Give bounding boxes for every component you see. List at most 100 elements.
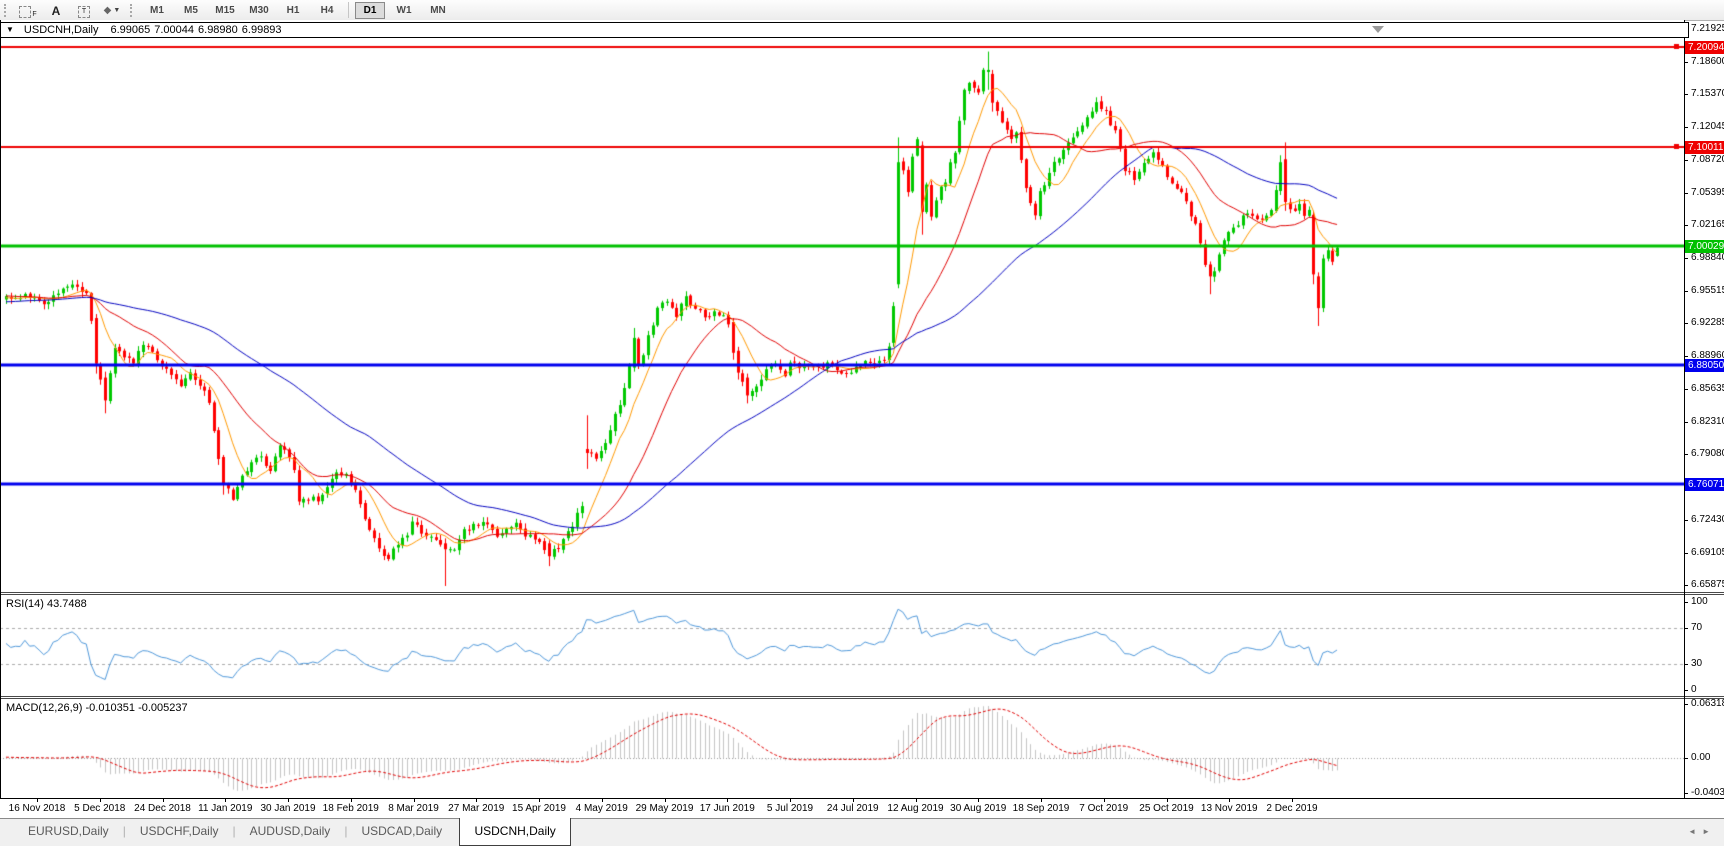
price-tick-label: 6.72430 <box>1691 514 1724 526</box>
date-label: 27 Mar 2019 <box>448 803 505 814</box>
date-label: 16 Nov 2018 <box>8 803 66 814</box>
chevron-down-icon: ▼ <box>113 6 121 14</box>
price-chart-canvas[interactable] <box>0 20 1684 592</box>
text-label-tool-button[interactable]: T <box>72 2 96 18</box>
date-tick-mark <box>1229 799 1231 802</box>
date-label: 13 Nov 2019 <box>1200 803 1258 814</box>
date-label: 12 Aug 2019 <box>887 803 944 814</box>
price-tick-mark <box>1684 94 1688 96</box>
date-axis[interactable]: 16 Nov 2018 5 Dec 2018 24 Dec 2018 11 Jan 2… <box>0 799 1724 818</box>
hline-price-badge[interactable]: 7.00029 <box>1685 240 1724 254</box>
price-tick-mark <box>1684 127 1688 129</box>
timeframe-button-m30[interactable]: M30 <box>249 4 269 16</box>
chart-shift-marker-icon[interactable] <box>1372 26 1384 33</box>
date-tick-mark <box>350 799 352 802</box>
price-tick-mark <box>1684 323 1688 325</box>
rsi-canvas[interactable] <box>0 595 1684 696</box>
symbol-tab-eurusd[interactable]: EURUSD,Daily <box>28 824 109 838</box>
chart-title-bar[interactable]: ▼ USDCNH,Daily 6.99065 7.00044 6.98980 6… <box>0 22 1689 38</box>
macd-scale-label: -0.040355 <box>1691 786 1724 798</box>
symbol-tab-usdcad[interactable]: USDCAD,Daily <box>361 824 443 838</box>
price-tick-mark <box>1684 553 1688 555</box>
timeframe-button-group: M1 M5 M15 M30 H1 H4 D1 W1 MN <box>140 1 455 19</box>
price-tick-mark <box>1684 520 1688 522</box>
date-tick-mark <box>915 799 917 802</box>
symbol-tab-audusd[interactable]: AUDUSD,Daily <box>249 824 331 838</box>
macd-canvas[interactable] <box>0 699 1684 798</box>
timeframe-button-m1[interactable]: M1 <box>150 4 164 16</box>
symbol-tab-bar: EURUSD,Daily | USDCHF,Daily | AUDUSD,Daily | U… <box>0 818 1724 846</box>
rsi-tick-mark <box>1684 663 1688 665</box>
timeframe-button-w1[interactable]: W1 <box>396 4 412 16</box>
date-label: 30 Jan 2019 <box>260 803 316 814</box>
price-tick-label: 6.69105 <box>1691 547 1724 559</box>
price-tick-label: 7.05395 <box>1691 187 1724 199</box>
price-tick-label: 6.98840 <box>1691 252 1724 264</box>
price-tick-label: 7.08720 <box>1691 154 1724 166</box>
date-label: 30 Aug 2019 <box>950 803 1007 814</box>
date-tick-mark <box>99 799 101 802</box>
date-tick-mark <box>978 799 980 802</box>
tab-separator: | <box>344 824 348 838</box>
date-label: 18 Sep 2019 <box>1012 803 1070 814</box>
timeframe-button-mn[interactable]: MN <box>430 4 446 16</box>
macd-tick-mark <box>1684 703 1688 705</box>
date-tick-mark <box>1292 799 1293 802</box>
text-tool-icon: A <box>51 4 61 18</box>
timeframe-button-h4[interactable]: H4 <box>320 4 334 16</box>
price-tick-mark <box>1684 258 1688 260</box>
price-tick-mark <box>1684 389 1688 391</box>
timeframe-group-separator <box>348 2 349 18</box>
fibo-tool-button[interactable]: F <box>16 2 40 18</box>
date-tick-mark <box>727 799 729 802</box>
tab-scroll-arrows[interactable]: ◄► <box>1688 827 1716 836</box>
toolbar-drag-handle-2[interactable] <box>130 3 134 17</box>
fibo-grid-icon <box>19 6 32 18</box>
arrows-tool-button[interactable]: ◆ ▼ <box>100 2 124 18</box>
price-tick-label: 7.02165 <box>1691 219 1724 231</box>
timeframe-button-d1[interactable]: D1 <box>355 1 385 19</box>
price-tick-mark <box>1684 291 1688 293</box>
hline-price-badge[interactable]: 6.76071 <box>1685 478 1724 492</box>
price-tick-label: 6.65875 <box>1691 579 1724 591</box>
tab-scroll-right-icon[interactable]: ► <box>1702 827 1716 836</box>
rsi-scale-label: 30 <box>1691 657 1703 669</box>
timeframe-button-m15[interactable]: M15 <box>215 4 235 16</box>
text-tool-button[interactable]: A <box>44 2 68 18</box>
rsi-label: RSI(14) 43.7488 <box>6 598 87 610</box>
date-tick-mark <box>539 799 540 802</box>
date-tick-mark <box>162 799 164 802</box>
hline-price-badge[interactable]: 6.88050 <box>1685 359 1724 373</box>
macd-current-values: -0.010351 -0.005237 <box>85 702 188 714</box>
tab-scroll-left-icon[interactable]: ◄ <box>1688 827 1703 836</box>
panel-separator[interactable] <box>0 592 1724 595</box>
hline-price-badge[interactable]: 7.20094 <box>1685 41 1724 55</box>
date-label: 8 Mar 2019 <box>388 803 439 814</box>
date-label: 5 Dec 2018 <box>74 803 126 814</box>
date-label: 18 Feb 2019 <box>322 803 379 814</box>
symbol-title: USDCNH,Daily <box>23 24 99 36</box>
rsi-scale-label: 0 <box>1691 684 1697 695</box>
price-tick-label: 6.79080 <box>1691 448 1724 460</box>
date-tick-mark <box>1041 799 1042 802</box>
date-tick-mark <box>1166 799 1168 802</box>
date-tick-mark <box>37 799 38 802</box>
price-tick-label: 7.18600 <box>1691 55 1724 67</box>
macd-scale-label: 0.063184 <box>1691 697 1724 709</box>
price-tick-mark <box>1684 585 1688 587</box>
macd-scale-label: 0.00 <box>1691 752 1711 763</box>
symbol-tab-usdchf[interactable]: USDCHF,Daily <box>139 824 219 838</box>
date-label: 2 Dec 2019 <box>1266 803 1318 814</box>
toolbar-drag-handle[interactable] <box>4 3 8 17</box>
panel-separator-2[interactable] <box>0 696 1724 699</box>
timeframe-button-m5[interactable]: M5 <box>184 4 198 16</box>
price-tick-label: 7.15370 <box>1691 88 1724 100</box>
hline-price-badge[interactable]: 7.10011 <box>1685 141 1724 155</box>
date-tick-mark <box>664 799 666 802</box>
tab-separator: | <box>232 824 236 838</box>
timeframe-button-h1[interactable]: H1 <box>286 4 300 16</box>
ohlc-low: 6.98980 <box>198 24 238 36</box>
date-tick-mark <box>288 799 289 802</box>
symbol-tab-usdcnh[interactable]: USDCNH,Daily <box>459 818 571 846</box>
